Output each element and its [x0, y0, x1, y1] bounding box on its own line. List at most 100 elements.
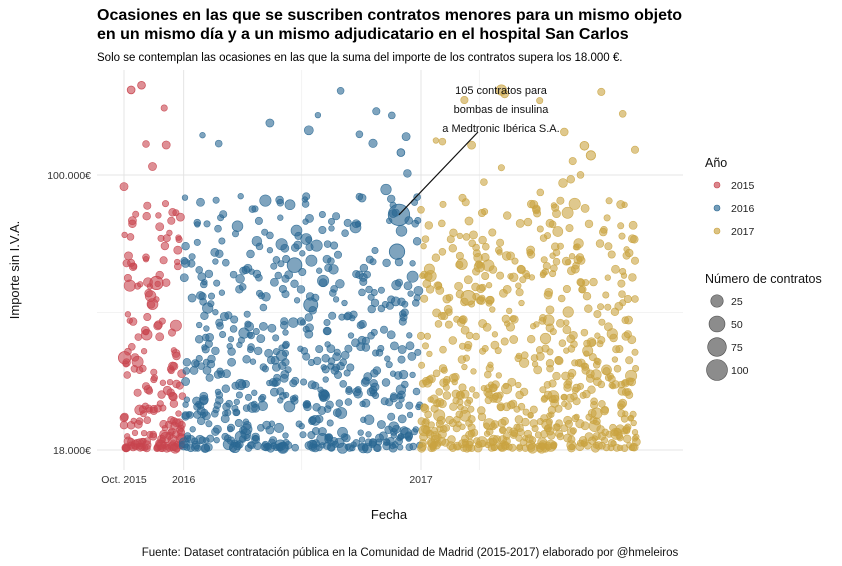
data-point [618, 232, 626, 240]
data-point-highlight [585, 150, 596, 161]
data-point [203, 220, 211, 228]
data-point [556, 196, 565, 205]
data-point [526, 199, 536, 209]
data-point [227, 336, 235, 343]
data-point [472, 391, 480, 399]
data-point [420, 294, 429, 303]
data-point [157, 390, 166, 399]
data-point [582, 389, 591, 399]
data-point [193, 218, 202, 227]
data-point [332, 296, 340, 303]
data-point [586, 337, 597, 348]
data-point [128, 343, 136, 351]
data-point [302, 192, 311, 201]
data-point [200, 280, 208, 289]
data-point [199, 132, 206, 139]
data-point [197, 362, 205, 370]
data-point [611, 264, 620, 274]
data-point [532, 204, 541, 214]
data-point [317, 274, 330, 287]
data-point [159, 420, 168, 429]
data-point [518, 299, 525, 307]
data-point [541, 418, 553, 430]
data-point [327, 257, 335, 265]
data-point [468, 239, 476, 248]
data-point [249, 358, 257, 365]
data-point [144, 289, 153, 298]
data-point [250, 400, 258, 408]
x-axis-ticks: Oct. 2015 2016 2017 [101, 474, 433, 486]
size-legend-swatch [706, 359, 728, 381]
data-point [490, 340, 500, 350]
data-point [205, 373, 214, 382]
data-point [418, 361, 426, 369]
data-point [580, 421, 590, 431]
data-point [270, 277, 279, 287]
data-point [322, 376, 329, 383]
data-point [484, 370, 492, 379]
data-point [330, 366, 339, 375]
series-2015 [117, 80, 187, 454]
data-point [558, 178, 568, 188]
data-point [359, 263, 369, 273]
data-point [552, 257, 561, 266]
data-point [123, 279, 136, 292]
data-point [484, 384, 493, 393]
data-point [576, 382, 584, 390]
data-point [397, 345, 407, 354]
data-point [507, 273, 514, 280]
data-point [281, 349, 289, 357]
data-point [219, 311, 230, 322]
data-point [277, 260, 285, 268]
data-point [618, 290, 626, 298]
data-point [272, 334, 280, 342]
data-point [315, 345, 324, 354]
data-point [570, 264, 580, 274]
data-point [186, 444, 195, 453]
color-legend-title: Año [705, 156, 727, 170]
data-point [283, 400, 296, 413]
data-point [143, 201, 152, 210]
data-point [347, 332, 355, 339]
data-point [592, 441, 600, 449]
data-point [261, 440, 269, 448]
data-points [117, 80, 641, 454]
data-point [452, 424, 461, 433]
data-point [629, 410, 637, 418]
data-point-highlight [286, 257, 303, 273]
data-point [346, 363, 355, 372]
data-point [379, 431, 388, 441]
data-point [168, 391, 177, 401]
data-point [584, 304, 593, 313]
data-point [341, 299, 348, 307]
data-point [488, 265, 498, 274]
data-point [394, 371, 403, 380]
data-point [311, 427, 320, 436]
data-point [387, 412, 396, 421]
color-legend-label: 2017 [731, 226, 755, 238]
data-point-highlight [126, 85, 136, 95]
data-point [488, 228, 497, 237]
size-legend: Número de contratos 25 50 75 100 [705, 272, 822, 381]
data-point [604, 303, 612, 311]
data-point [299, 250, 306, 257]
data-point [576, 256, 586, 265]
data-point [271, 379, 279, 387]
data-point [172, 351, 181, 361]
data-point [177, 424, 185, 432]
data-point [138, 437, 146, 446]
data-point [414, 348, 422, 356]
data-point [377, 420, 386, 429]
data-point [233, 398, 240, 406]
data-point [488, 437, 498, 447]
data-point [371, 247, 379, 255]
data-point [266, 379, 273, 387]
data-point [146, 298, 159, 310]
data-point [134, 404, 145, 416]
data-point [401, 380, 409, 389]
data-point [462, 233, 471, 241]
data-point [442, 424, 451, 432]
data-point [407, 290, 414, 297]
data-point [406, 411, 414, 419]
